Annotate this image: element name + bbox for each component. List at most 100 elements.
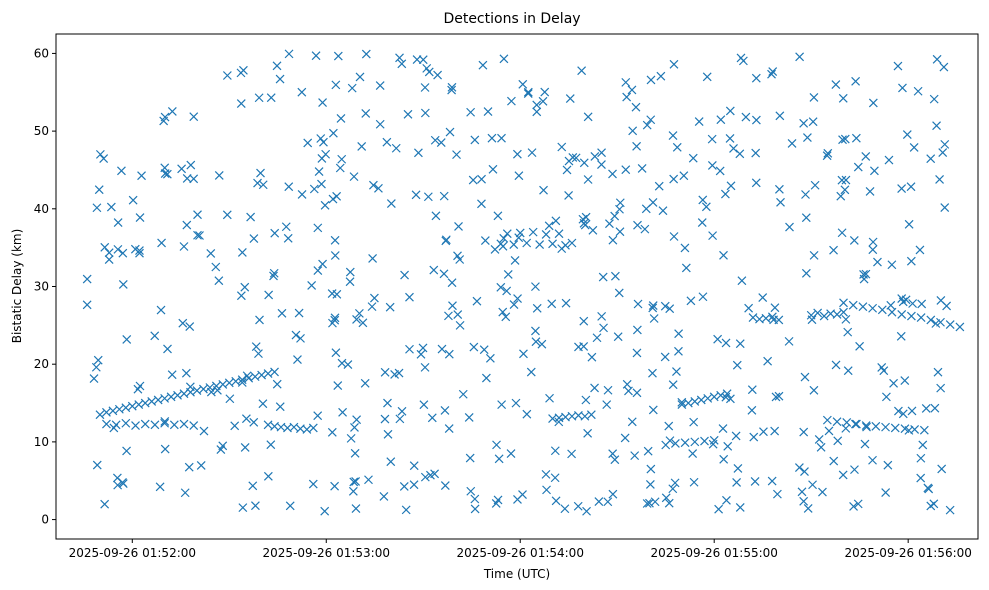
data-point [902,130,912,139]
data-point [206,387,216,397]
data-point [332,289,342,299]
data-point [840,185,850,195]
data-point [936,383,946,393]
data-point [610,271,620,281]
data-point [281,222,291,232]
data-point [541,469,551,479]
data-point [833,436,843,446]
data-point [751,178,761,188]
data-point [550,473,560,483]
data-point [465,453,475,463]
data-point [379,492,389,501]
data-point [237,375,247,385]
data-point [767,69,776,79]
data-point [881,422,890,432]
data-point [759,427,768,437]
data-point [455,255,465,264]
data-point [240,282,250,292]
data-point [418,55,428,65]
data-point [940,203,950,213]
data-point [548,239,557,249]
data-point [113,244,123,254]
data-point [865,186,875,196]
data-point [177,164,187,174]
data-point [155,482,165,492]
data-point [945,505,955,515]
data-point [919,425,929,435]
data-point [189,174,199,184]
data-point [725,106,735,116]
data-point [680,438,690,448]
data-point [574,342,583,352]
data-point [650,497,660,507]
data-point [499,54,509,64]
data-point [550,446,560,456]
data-point [140,419,150,429]
data-point [714,504,724,514]
data-point [938,148,948,157]
data-point [913,86,923,96]
data-point [335,163,345,173]
data-point [608,169,617,179]
data-point [104,255,114,264]
data-point [330,251,340,260]
data-point [916,473,926,483]
data-point [354,308,364,318]
data-point [677,400,687,410]
data-point [82,274,92,284]
data-point [898,409,908,419]
data-point [851,133,861,143]
data-point [532,303,542,313]
data-point [118,248,128,258]
data-point [807,315,817,325]
data-point [931,319,941,328]
data-point [887,260,897,270]
y-tick-label: 20 [34,357,49,371]
data-point [179,242,189,251]
data-point [420,83,430,92]
data-point [735,503,745,512]
data-point [527,148,537,158]
data-point [214,171,224,180]
data-point [855,341,865,351]
data-point [890,423,900,433]
data-point [270,228,280,238]
data-point [357,141,367,151]
data-point [313,223,323,233]
data-point [930,403,940,413]
data-point [328,318,337,328]
data-point [444,349,454,359]
data-point [263,369,273,378]
data-point [758,293,768,302]
data-point [721,338,731,348]
data-point [416,349,426,359]
data-point [646,115,656,125]
data-point [113,480,123,490]
data-point [464,412,474,422]
data-point [128,195,138,205]
data-point [275,402,285,412]
data-point [568,153,578,162]
data-point [741,112,751,122]
data-point [562,165,572,175]
data-point [236,291,246,301]
data-point [513,494,522,504]
data-point [770,426,780,436]
y-axis: 0 10 20 30 40 50 60 [34,46,56,527]
data-point [214,276,224,286]
data-point [135,248,144,258]
data-point [470,135,480,145]
data-point [160,418,170,428]
data-point [622,92,632,102]
data-point [361,49,371,59]
data-point [732,360,742,370]
data-point [818,487,827,497]
data-point [823,148,833,158]
y-tick-label: 0 [41,513,49,527]
data-point [868,455,877,465]
data-point [480,236,490,245]
data-point [531,337,541,347]
data-point [581,212,591,222]
data-point [841,175,851,185]
data-point [285,501,295,511]
